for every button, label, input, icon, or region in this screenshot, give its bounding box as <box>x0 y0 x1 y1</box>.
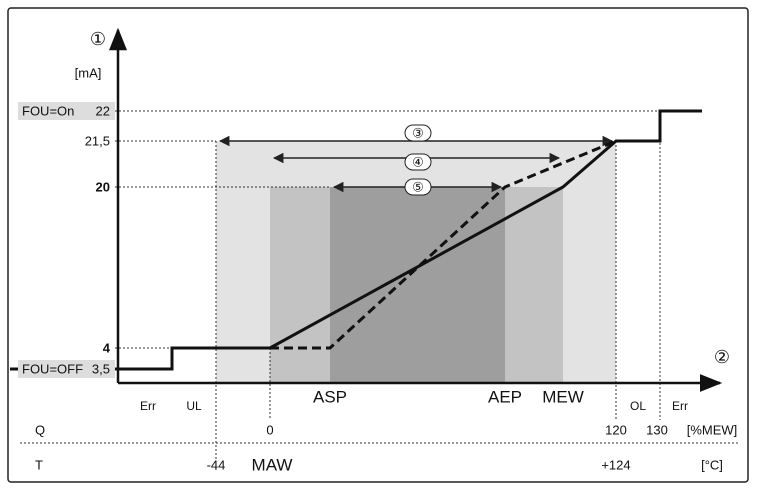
zone-label: Err <box>140 399 156 413</box>
zone-label: OL <box>630 399 646 413</box>
row-value: -44 <box>207 457 226 472</box>
label-box <box>18 360 115 378</box>
zone-label: Err <box>672 399 688 413</box>
circle-markers <box>404 124 432 196</box>
y-unit: [mA] <box>75 65 102 80</box>
level-name: FOU=OFF <box>22 361 83 376</box>
level-value: 4 <box>103 340 111 355</box>
row-value: 0 <box>266 422 273 437</box>
row-value: 120 <box>605 422 627 437</box>
y-marker: ① <box>90 29 106 49</box>
range-marker: ③ <box>412 125 424 140</box>
characteristic-dashed <box>270 139 617 350</box>
point-label: AEP <box>488 387 522 406</box>
row-unit: [%MEW] <box>687 422 738 437</box>
level-value: 20 <box>96 179 110 194</box>
label-box <box>18 102 115 120</box>
characteristic <box>10 109 702 371</box>
row-value: +124 <box>601 457 630 472</box>
level-value: 21,5 <box>85 133 110 148</box>
point-label: ASP <box>313 387 347 406</box>
point-label: MAW <box>252 455 293 474</box>
level-value: 3,5 <box>92 361 110 376</box>
row-label: T <box>35 457 43 472</box>
zone-5 <box>330 187 505 383</box>
range-marker: ⑤ <box>412 179 424 194</box>
zone-label: UL <box>186 399 202 413</box>
row-unit: [°C] <box>701 457 723 472</box>
row-label: Q <box>35 422 45 437</box>
guides <box>20 110 740 470</box>
range-marker: ④ <box>412 154 424 169</box>
row-value: 130 <box>646 422 668 437</box>
level-name: FOU=On <box>22 103 74 118</box>
level-value: 22 <box>96 103 110 118</box>
x-marker: ② <box>714 347 730 367</box>
point-label: MEW <box>542 387 584 406</box>
